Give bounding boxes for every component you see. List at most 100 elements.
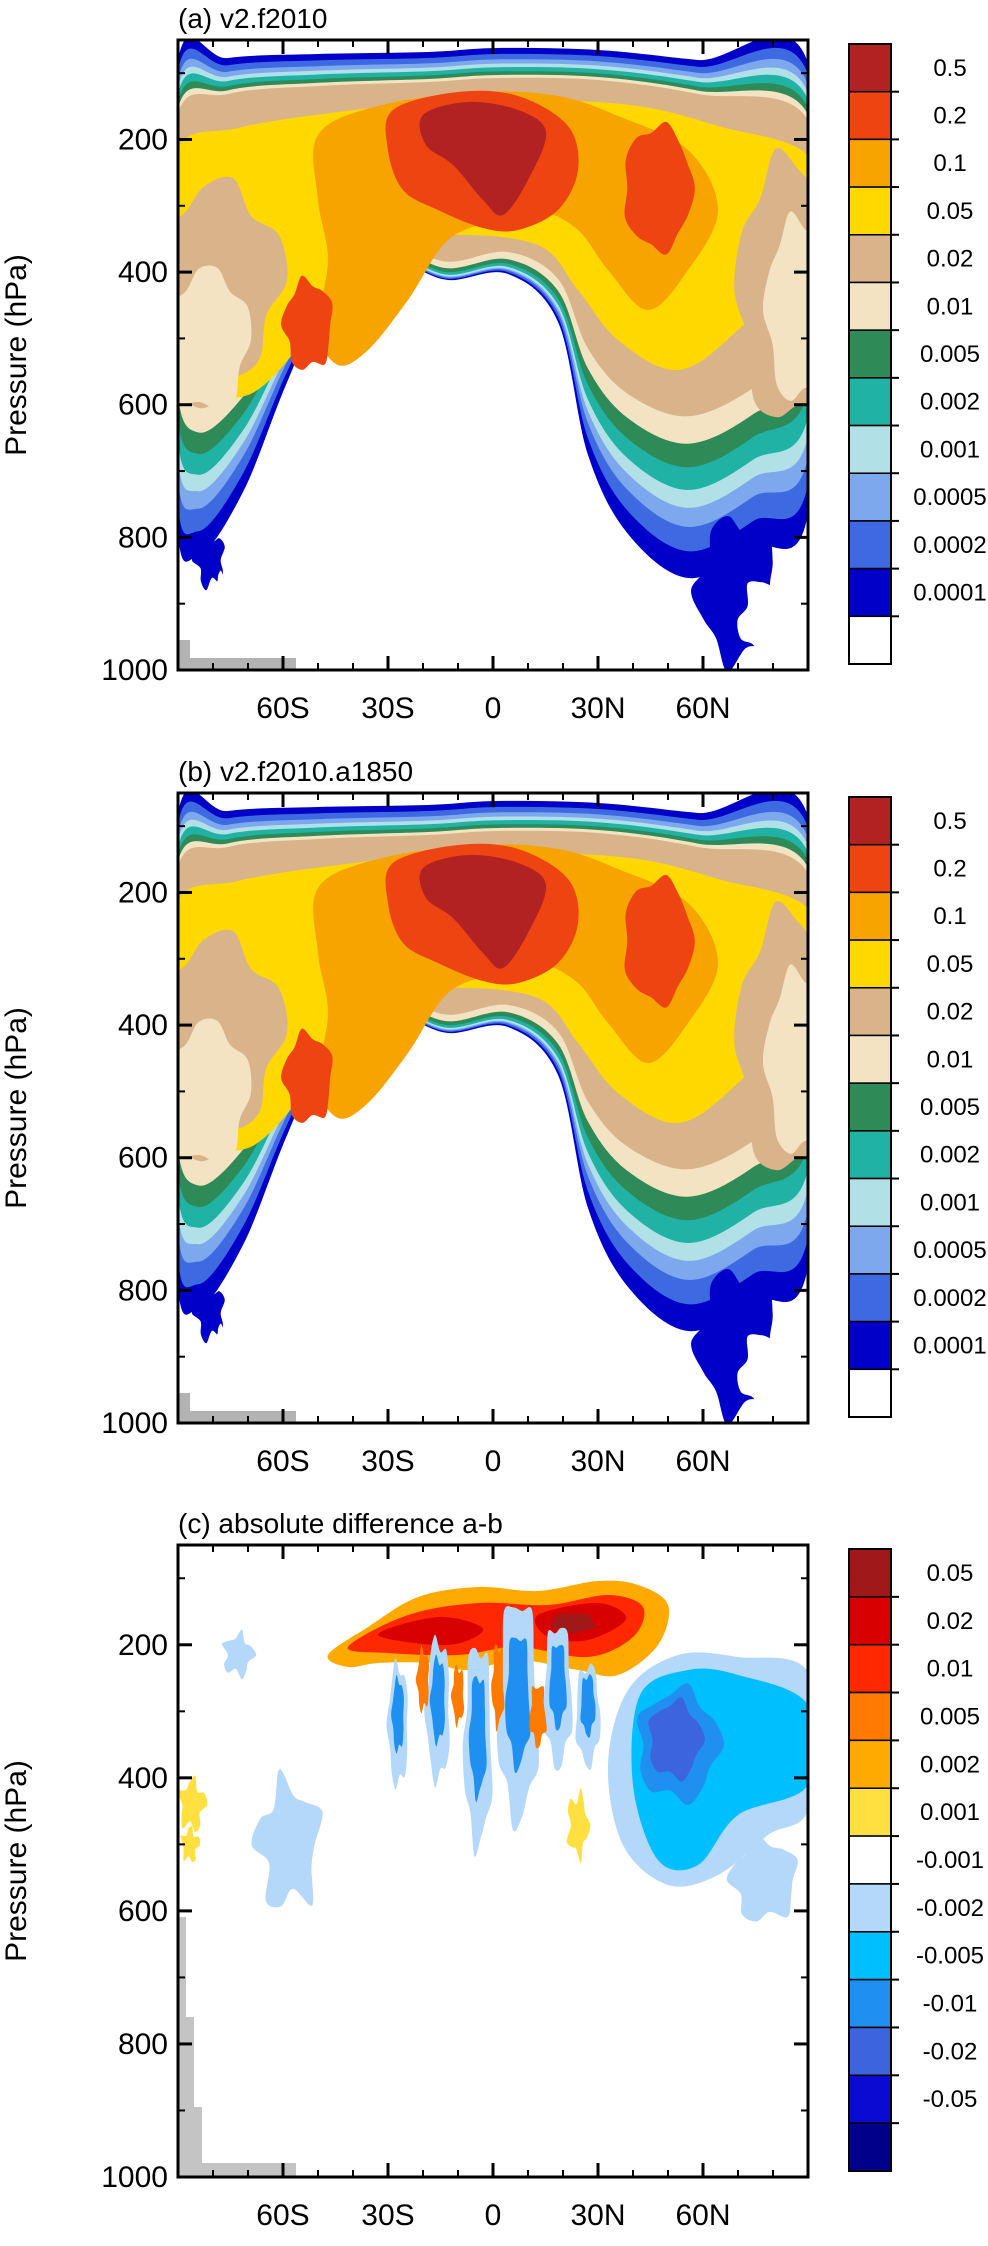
colorbar-label: 0.0005 [913, 484, 986, 511]
contour-blob [566, 1788, 591, 1864]
colorbar-label: 0.01 [927, 1046, 974, 1073]
contour-blob [580, 1674, 596, 1738]
contour-blob [648, 1697, 705, 1782]
colorbar-swatch [848, 1739, 892, 1789]
plot-area [178, 40, 808, 670]
colorbar-swatch [848, 1082, 892, 1132]
colorbar-label: 0.002 [920, 1751, 980, 1778]
contour-blob [762, 211, 808, 401]
colorbar-swatch [848, 1691, 892, 1742]
colorbar-swatch [848, 186, 892, 236]
colorbar-swatch [848, 1931, 892, 1981]
colorbar-swatch [848, 520, 892, 570]
colorbar-swatch [848, 1596, 892, 1646]
plot-area [178, 1545, 808, 2177]
colorbar-label: 0.05 [927, 951, 974, 978]
colorbar-swatch [848, 1225, 892, 1275]
colorbar-swatch [848, 796, 892, 846]
contour-blob [549, 1645, 567, 1731]
colorbar-label: 0.001 [920, 1799, 980, 1826]
contour-blob [429, 1654, 445, 1747]
colorbar-swatch [848, 1177, 892, 1227]
colorbar-swatch [848, 1273, 892, 1323]
x-tick-label: 30N [570, 2199, 625, 2232]
y-tick-label: 1000 [101, 1407, 168, 1440]
colorbar-label: 0.05 [927, 1560, 974, 1587]
x-tick-label: 60S [256, 692, 309, 725]
y-tick-label: 600 [118, 389, 168, 422]
colorbar-swatch [848, 1320, 892, 1371]
colorbar-swatch [848, 329, 892, 379]
y-axis-label: Pressure (hPa) [0, 254, 33, 456]
y-tick-label: 200 [118, 1629, 168, 1662]
colorbar-swatch [848, 1787, 892, 1837]
colorbar-label: 0.002 [920, 389, 980, 416]
topography-mask [178, 1393, 296, 1423]
colorbar-swatch [848, 615, 892, 665]
colorbar-frame [848, 796, 892, 1418]
colorbar-label: 0.0001 [913, 1332, 986, 1359]
y-tick-label: 800 [118, 521, 168, 554]
contour-bands [178, 1580, 808, 2177]
y-axis-label: Pressure (hPa) [0, 1007, 33, 1209]
contour-blob [624, 121, 695, 255]
x-tick-label: 60N [675, 1445, 730, 1478]
contour-blob [178, 1018, 252, 1162]
y-axis-label: Pressure (hPa) [0, 1760, 33, 1962]
y-tick-label: 400 [118, 1762, 168, 1795]
colorbar-swatch [848, 377, 892, 427]
chart-panel-c: (c) absolute difference a-b Pressure (hPa… [0, 1508, 984, 2232]
colorbar-label: 0.001 [920, 436, 980, 463]
contour-blob [281, 275, 333, 370]
x-tick-label: 30N [570, 692, 625, 725]
x-tick-label: 60S [256, 2199, 309, 2232]
colorbar-swatch [848, 1130, 892, 1180]
contour-blob [178, 1775, 208, 1832]
contour-blob [737, 581, 799, 667]
chart-panel-a: (a) v2.f2010 Pressure (hPa) 200 400 600 800 10… [0, 3, 987, 725]
contour-blob [529, 1685, 547, 1749]
colorbar-swatch [848, 424, 892, 474]
colorbar-swatch [848, 281, 892, 331]
y-tick-label: 200 [118, 123, 168, 156]
colorbar-swatch [848, 234, 892, 284]
colorbar-swatch [848, 1368, 892, 1418]
y-tick-label: 600 [118, 1142, 168, 1175]
colorbar-swatch [848, 1548, 892, 1598]
x-tick-label: 60N [675, 2199, 730, 2232]
x-tick-label: 30S [361, 692, 414, 725]
colorbar-label: 0.05 [927, 198, 974, 225]
contour-band [377, 1616, 484, 1646]
colorbar-label: 0.001 [920, 1189, 980, 1216]
contour-blob [281, 1028, 333, 1123]
colorbar-label: 0.0002 [913, 1285, 986, 1312]
colorbar-label: 0.0001 [913, 579, 986, 606]
y-tick-label: 800 [118, 2028, 168, 2061]
colorbar-label: 0.5 [933, 808, 966, 835]
contour-blob [391, 1674, 404, 1754]
contour-blob [726, 1833, 798, 1922]
x-tick-label: 30S [361, 2199, 414, 2232]
colorbar-label: 0.2 [933, 856, 966, 883]
x-tick-label: 0 [485, 692, 502, 725]
colorbar-label: 0.0005 [913, 1237, 986, 1264]
colorbar-swatch [848, 567, 892, 618]
colorbar-swatch [848, 1883, 892, 1933]
contour-band [419, 854, 547, 969]
colorbar-swatch [848, 2026, 892, 2077]
colorbar-label: 0.002 [920, 1142, 980, 1169]
colorbar-swatch [848, 939, 892, 989]
colorbar-swatch [848, 1034, 892, 1084]
colorbar-label: 0.02 [927, 1608, 974, 1635]
contour-bands [178, 793, 808, 1423]
colorbar-label: 0.01 [927, 1656, 974, 1683]
colorbar-label: 0.01 [927, 293, 974, 320]
chart-title: (c) absolute difference a-b [178, 1508, 503, 1539]
colorbar-swatch [848, 891, 892, 941]
colorbar-swatch [848, 43, 892, 93]
y-tick-label: 200 [118, 876, 168, 909]
contour-blob [505, 1637, 531, 1774]
colorbar-swatch [848, 1643, 892, 1694]
